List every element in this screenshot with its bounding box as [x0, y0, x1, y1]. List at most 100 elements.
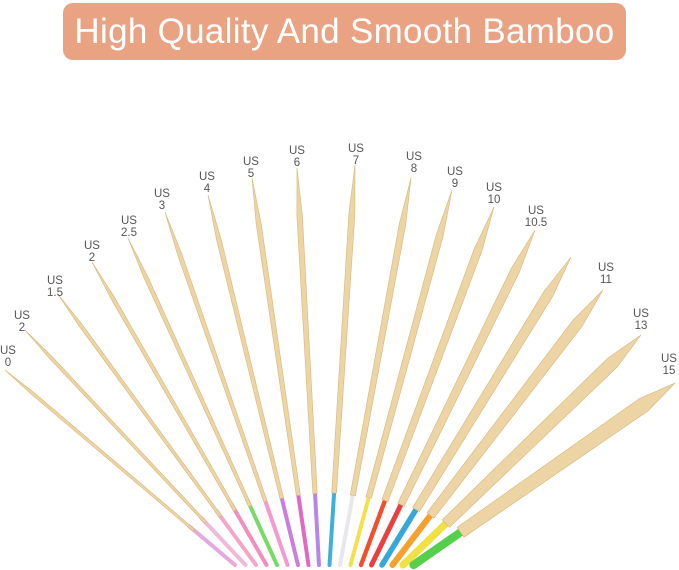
bamboo-shaft [251, 177, 301, 496]
size-value: 0 [4, 357, 12, 369]
knitting-needle [389, 289, 604, 569]
knitting-needle [164, 211, 290, 567]
size-value: 8 [410, 163, 418, 175]
needle-size-label: US 11 [586, 262, 626, 286]
needle-cable [312, 483, 321, 567]
title-banner: High Quality And Smooth Bamboo [63, 3, 626, 60]
bamboo-shaft [164, 211, 268, 503]
bamboo-shaft [441, 334, 642, 528]
knitting-needle [127, 237, 279, 567]
size-value: 6 [293, 157, 301, 169]
needle-size-label: US 9 [435, 166, 475, 190]
knitting-needle [24, 329, 248, 567]
needle-size-label: US 5 [231, 156, 271, 180]
bamboo-shaft [24, 329, 208, 524]
size-value: 7 [352, 155, 360, 167]
size-prefix: US [121, 215, 137, 227]
knitting-needle [207, 194, 300, 567]
knitting-needle [358, 206, 495, 568]
bamboo-shaft [296, 167, 318, 494]
size-value: 2 [88, 252, 96, 264]
needle-size-label: US 13 [621, 308, 661, 332]
size-value: 10.5 [524, 217, 548, 229]
needle-size-label: US 1.5 [35, 275, 75, 299]
knitting-needle [338, 177, 412, 567]
size-value: 11 [600, 274, 612, 286]
needle-cable [199, 516, 248, 567]
size-value: 5 [247, 168, 255, 180]
needle-cable [214, 508, 258, 567]
bamboo-shaft [365, 189, 453, 499]
knitting-needle [409, 382, 676, 570]
needle-cable [358, 491, 390, 568]
size-value: 15 [662, 365, 676, 377]
needle-size-label: US 15 [649, 353, 679, 377]
size-value: 2 [18, 322, 26, 334]
bamboo-shaft [349, 177, 412, 497]
needle-cable [399, 515, 455, 569]
bamboo-shaft [91, 261, 237, 512]
knitting-needle [399, 334, 642, 569]
knitting-needle [296, 167, 321, 567]
size-prefix: US [348, 143, 364, 155]
size-value: 13 [634, 320, 648, 332]
needle-cable [187, 524, 237, 567]
size-prefix: US [486, 182, 502, 194]
bamboo-shaft [207, 194, 284, 500]
size-value: 2.5 [121, 227, 137, 239]
bamboo-shaft [56, 292, 222, 518]
size-prefix: US [0, 345, 16, 357]
needle-cable [409, 524, 470, 570]
needle-size-label: US 10.5 [516, 205, 556, 229]
bamboo-shaft [456, 382, 676, 538]
size-value: 3 [158, 200, 166, 212]
knitting-needle [379, 256, 572, 568]
needle-size-label: US 10 [474, 182, 514, 206]
needle-size-label: US 6 [277, 145, 317, 169]
size-prefix: US [447, 166, 463, 178]
needle-cable [348, 488, 373, 567]
bamboo-shaft [127, 237, 253, 508]
needle-size-label: US 2 [2, 310, 42, 334]
needle-size-label: US 3 [142, 188, 182, 212]
size-prefix: US [633, 308, 649, 320]
needle-cable [389, 506, 438, 569]
needle-cable [327, 483, 337, 567]
needle-size-label: US 2 [72, 240, 112, 264]
needle-size-label: US 8 [394, 151, 434, 175]
size-prefix: US [14, 310, 30, 322]
needle-size-label: US 2.5 [109, 215, 149, 239]
size-prefix: US [289, 145, 305, 157]
needle-cable [229, 502, 269, 567]
size-prefix: US [199, 171, 215, 183]
needle-size-label: US 7 [336, 143, 376, 167]
knitting-needle [369, 229, 536, 568]
needle-cable [338, 485, 357, 567]
size-prefix: US [528, 205, 544, 217]
size-prefix: US [154, 188, 170, 200]
size-value: 10 [487, 194, 501, 206]
size-prefix: US [243, 156, 259, 168]
knitting-needle [348, 189, 453, 567]
needle-cable [261, 492, 290, 567]
bamboo-shaft [331, 164, 356, 494]
knitting-needle [251, 177, 311, 567]
needle-cable [295, 485, 311, 567]
knitting-needle [4, 369, 237, 567]
needle-cable [379, 500, 423, 568]
size-value: 1.5 [47, 287, 63, 299]
bamboo-shaft [412, 256, 572, 513]
size-value: 4 [203, 183, 211, 195]
size-prefix: US [84, 240, 100, 252]
needle-size-label: US 0 [0, 345, 28, 369]
knitting-needle [327, 164, 356, 567]
size-prefix: US [406, 151, 422, 163]
needle-cable [278, 489, 300, 567]
bamboo-shaft [426, 289, 604, 519]
bamboo-shaft [397, 229, 536, 507]
needle-cable [369, 495, 407, 568]
size-prefix: US [47, 275, 63, 287]
needle-cable [245, 497, 279, 567]
bamboo-shaft [4, 369, 195, 532]
